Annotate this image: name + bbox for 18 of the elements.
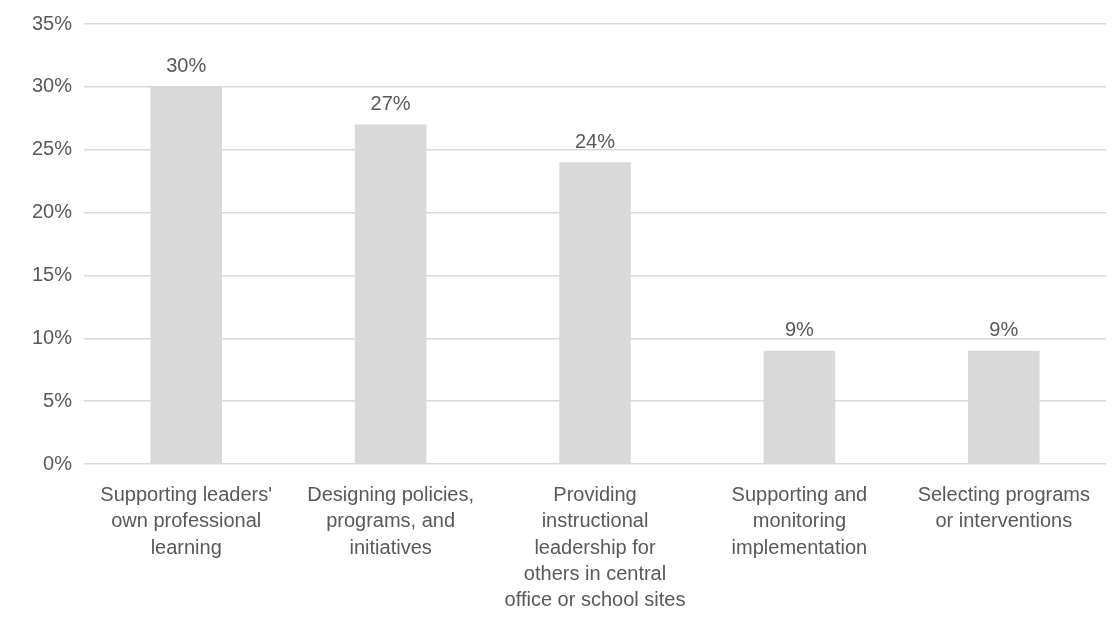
y-tick-label: 25% <box>32 137 73 160</box>
x-tick-label: Selecting programs or interventions <box>917 482 1090 532</box>
x-tick-label: Supporting leaders' own professional learning <box>100 482 273 558</box>
data-label: 27% <box>370 92 411 115</box>
y-tick-label: 35% <box>32 11 73 34</box>
y-tick-label: 15% <box>32 262 73 285</box>
y-tick-label: 30% <box>32 74 73 97</box>
y-tick-label: 0% <box>43 451 73 474</box>
data-label: 24% <box>575 129 616 152</box>
y-tick-label: 10% <box>32 325 73 348</box>
y-tick-label: 20% <box>32 200 73 223</box>
data-label: 9% <box>784 318 815 341</box>
data-label: 9% <box>989 318 1019 341</box>
x-tick-label: Supporting and monitoring implementation <box>731 482 868 558</box>
x-tick-label: Designing policies, programs, and initiatives <box>307 482 474 558</box>
data-label: 30% <box>166 54 207 77</box>
x-tick-label: Providing instructional leadership for others in central office or school sites <box>504 482 686 611</box>
y-tick-label: 5% <box>43 388 73 411</box>
